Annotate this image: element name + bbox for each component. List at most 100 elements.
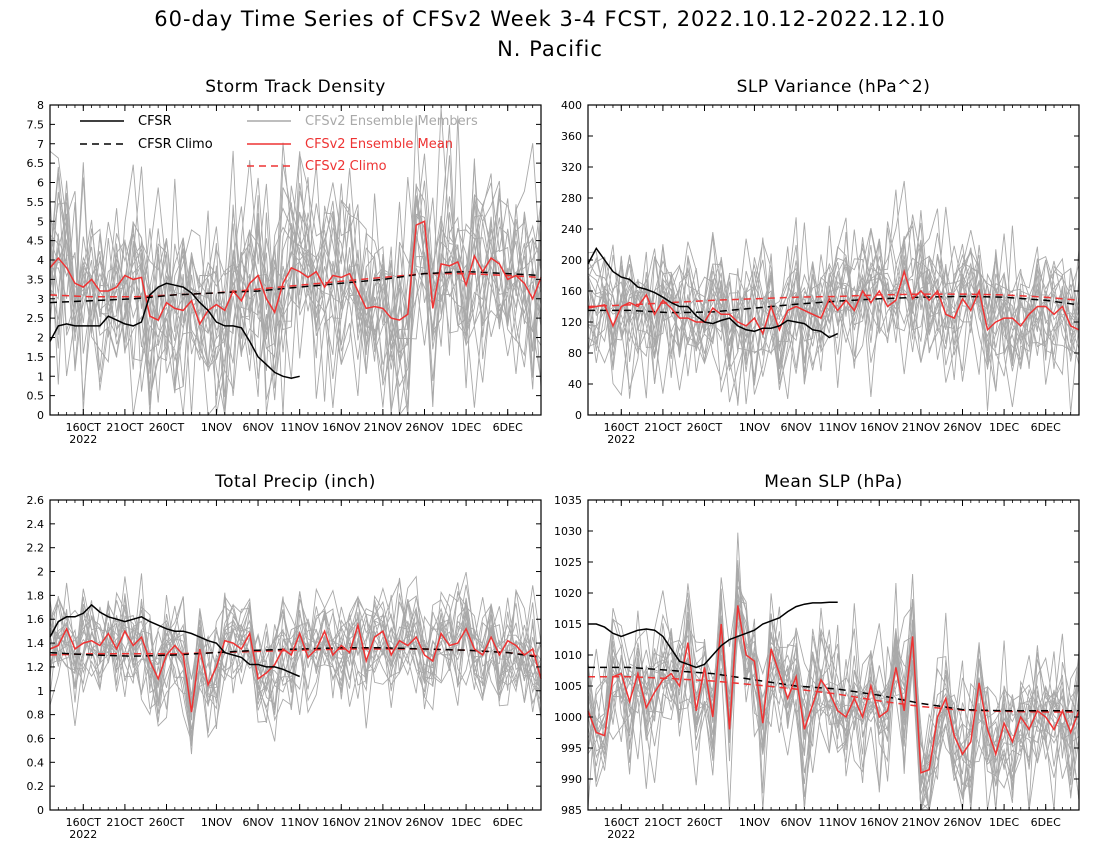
x-tick-label: 21OCT [644,816,681,829]
ensemble-member-line [49,155,542,397]
y-tick-label: 6.5 [27,157,45,170]
panel-2: SLP Variance (hPa^2) 0 40 80 120 160 200 240 280… [561,77,1080,446]
y-tick-label: 1.6 [27,613,45,626]
y-tick-label: 985 [561,804,582,817]
y-tick-label: 1005 [554,680,582,693]
legend: CFSR CFSR Climo CFSv2 Ensemble Members C… [80,114,478,174]
y-tick-label: 240 [561,223,582,236]
x-year-label: 2022 [69,828,97,841]
x-tick-label: 6NOV [242,816,274,829]
legend-label-cfsr: CFSR [138,114,172,129]
panel-title: Mean SLP (hPa) [764,472,903,492]
x-tick-label: 260CT [687,816,723,829]
x-year-label: 2022 [607,828,635,841]
x-tick-label: 1DEC [451,421,481,434]
x-tick-label: 1DEC [451,816,481,829]
series-line-cfsv2-ensemble-mean [587,268,1080,336]
x-tick-label: 11NOV [819,816,858,829]
x-tick-label: 11NOV [281,816,320,829]
y-tick-label: 5 [37,215,44,228]
x-year-label: 2022 [69,433,97,446]
ensemble-member-line [49,143,542,416]
series-line-cfsv2-ensemble-mean [49,622,542,713]
plot-frame [49,499,542,811]
ensemble-member-line [587,532,1080,811]
x-tick-label: 6DEC [493,421,523,434]
ensemble-member-line [587,249,1080,388]
ensemble-member-line [49,177,542,416]
y-tick-label: 2 [37,332,44,345]
legend-label-cfsv2-climo: CFSv2 Climo [305,159,387,174]
panel-title: Storm Track Density [205,77,386,97]
ensemble-member-line [587,245,1080,375]
y-tick-label: 1.2 [27,661,45,674]
x-tick-label: 1DEC [989,421,1019,434]
y-tick-label: 0 [575,409,582,422]
y-tick-label: 0.6 [27,732,45,745]
series-line-cfsv2-ensemble-mean [49,220,542,326]
ensemble-member-line [587,593,1080,811]
x-tick-label: 16NOV [860,421,899,434]
panel-1: Storm Track Density 0 0.5 1 1.5 2 2.5 3 3.5 4 4.5 5… [27,77,542,446]
y-tick-label: 0 [37,409,44,422]
series-line-cfsr [49,603,300,678]
x-tick-label: 21NOV [902,421,941,434]
ensemble-member-line [587,609,1080,811]
y-tick-label: 0.8 [27,709,45,722]
y-tick-label: 1015 [554,618,582,631]
ensemble-member-line [49,153,542,408]
y-tick-label: 7.5 [27,118,45,131]
y-tick-label: 200 [561,254,582,267]
y-tick-label: 2.5 [27,312,45,325]
y-tick-label: 1035 [554,494,582,507]
x-tick-label: 160CT [604,421,640,434]
y-tick-label: 995 [561,742,582,755]
y-tick-label: 1.4 [27,637,45,650]
ensemble-member-line [587,238,1080,391]
y-tick-label: 2.4 [27,518,45,531]
y-tick-label: 1030 [554,525,582,538]
ensemble-member-line [49,595,542,723]
x-tick-label: 26NOV [943,421,982,434]
x-tick-label: 1NOV [201,421,233,434]
y-tick-label: 1025 [554,556,582,569]
y-tick-label: 2.2 [27,542,45,555]
ensemble-member-line [587,583,1080,796]
y-tick-label: 1000 [554,711,582,724]
x-tick-label: 21NOV [364,421,403,434]
y-tick-label: 990 [561,773,582,786]
ensemble-member-line [49,195,542,413]
y-tick-label: 0 [37,804,44,817]
y-tick-label: 280 [561,192,582,205]
y-tick-label: 1.8 [27,589,45,602]
y-tick-label: 120 [561,316,582,329]
x-tick-label: 6DEC [1031,816,1061,829]
panel-title: SLP Variance (hPa^2) [737,77,931,97]
x-tick-label: 26NOV [405,816,444,829]
x-tick-label: 1DEC [989,816,1019,829]
x-tick-label: 160CT [66,421,102,434]
x-tick-label: 21OCT [106,421,143,434]
y-tick-label: 1 [37,370,44,383]
x-tick-label: 11NOV [281,421,320,434]
ensemble-member-line [587,567,1080,811]
ensemble-member-line [49,107,542,416]
ensemble-member-line [49,571,542,718]
x-tick-label: 1NOV [739,816,771,829]
y-tick-label: 40 [568,378,582,391]
x-tick-label: 1NOV [739,421,771,434]
y-tick-label: 4 [37,254,44,267]
x-tick-label: 260CT [149,816,185,829]
y-tick-label: 4.5 [27,235,45,248]
panel-title: Total Precip (inch) [214,472,376,492]
x-tick-label: 11NOV [819,421,858,434]
y-tick-label: 3.5 [27,273,45,286]
x-tick-label: 21NOV [902,816,941,829]
series-line-cfsr [49,282,300,379]
x-tick-label: 16NOV [322,421,361,434]
y-tick-label: 3 [37,293,44,306]
x-tick-label: 6NOV [242,421,274,434]
y-tick-label: 400 [561,99,582,112]
ensemble-member-line [587,232,1080,377]
